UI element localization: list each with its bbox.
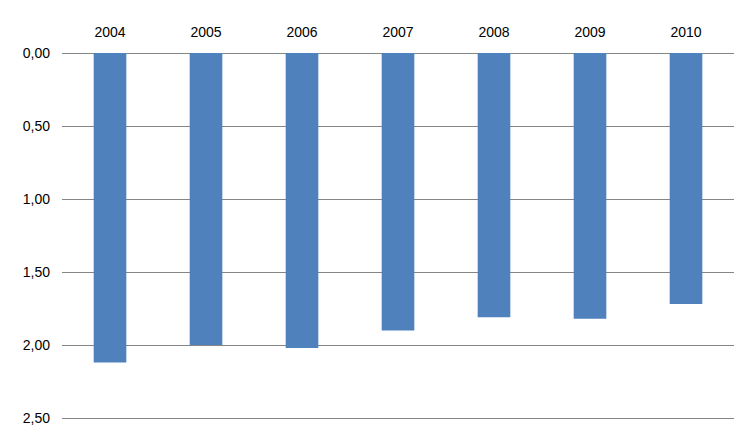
svg-text:2,50: 2,50 <box>23 410 50 426</box>
svg-text:2006: 2006 <box>286 24 317 40</box>
svg-text:0,50: 0,50 <box>23 118 50 134</box>
svg-text:2005: 2005 <box>190 24 221 40</box>
svg-text:2004: 2004 <box>94 24 125 40</box>
svg-text:2,00: 2,00 <box>23 337 50 353</box>
svg-text:0,00: 0,00 <box>23 45 50 61</box>
svg-text:2008: 2008 <box>478 24 509 40</box>
svg-text:1,50: 1,50 <box>23 264 50 280</box>
svg-text:2009: 2009 <box>574 24 605 40</box>
svg-text:2010: 2010 <box>670 24 701 40</box>
svg-text:2007: 2007 <box>382 24 413 40</box>
svg-text:1,00: 1,00 <box>23 191 50 207</box>
